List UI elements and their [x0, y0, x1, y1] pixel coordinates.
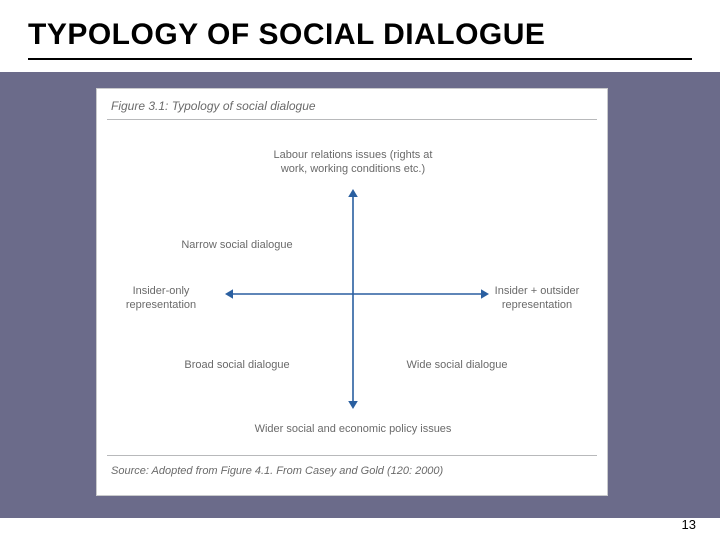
- label-quadrant-narrow: Narrow social dialogue: [152, 239, 322, 253]
- source-text: Source: Adopted from Figure 4.1. From Ca…: [111, 465, 443, 477]
- figure-panel: Figure 3.1: Typology of social dialogue …: [96, 88, 608, 496]
- label-top: Labour relations issues (rights atwork, …: [223, 149, 483, 177]
- title-underline: [28, 58, 692, 60]
- page-number: 13: [682, 517, 696, 532]
- title-block: TYPOLOGY OF SOCIAL DIALOGUE: [0, 0, 720, 66]
- label-quadrant-wide: Wide social dialogue: [372, 359, 542, 373]
- source-rule: [107, 455, 597, 456]
- label-left: Insider-onlyrepresentation: [106, 285, 216, 313]
- label-bottom: Wider social and economic policy issues: [193, 423, 513, 437]
- label-quadrant-broad: Broad social dialogue: [152, 359, 322, 373]
- slide: TYPOLOGY OF SOCIAL DIALOGUE Figure 3.1: …: [0, 0, 720, 540]
- slide-title: TYPOLOGY OF SOCIAL DIALOGUE: [28, 18, 692, 52]
- label-right: Insider + outsiderrepresentation: [467, 285, 607, 313]
